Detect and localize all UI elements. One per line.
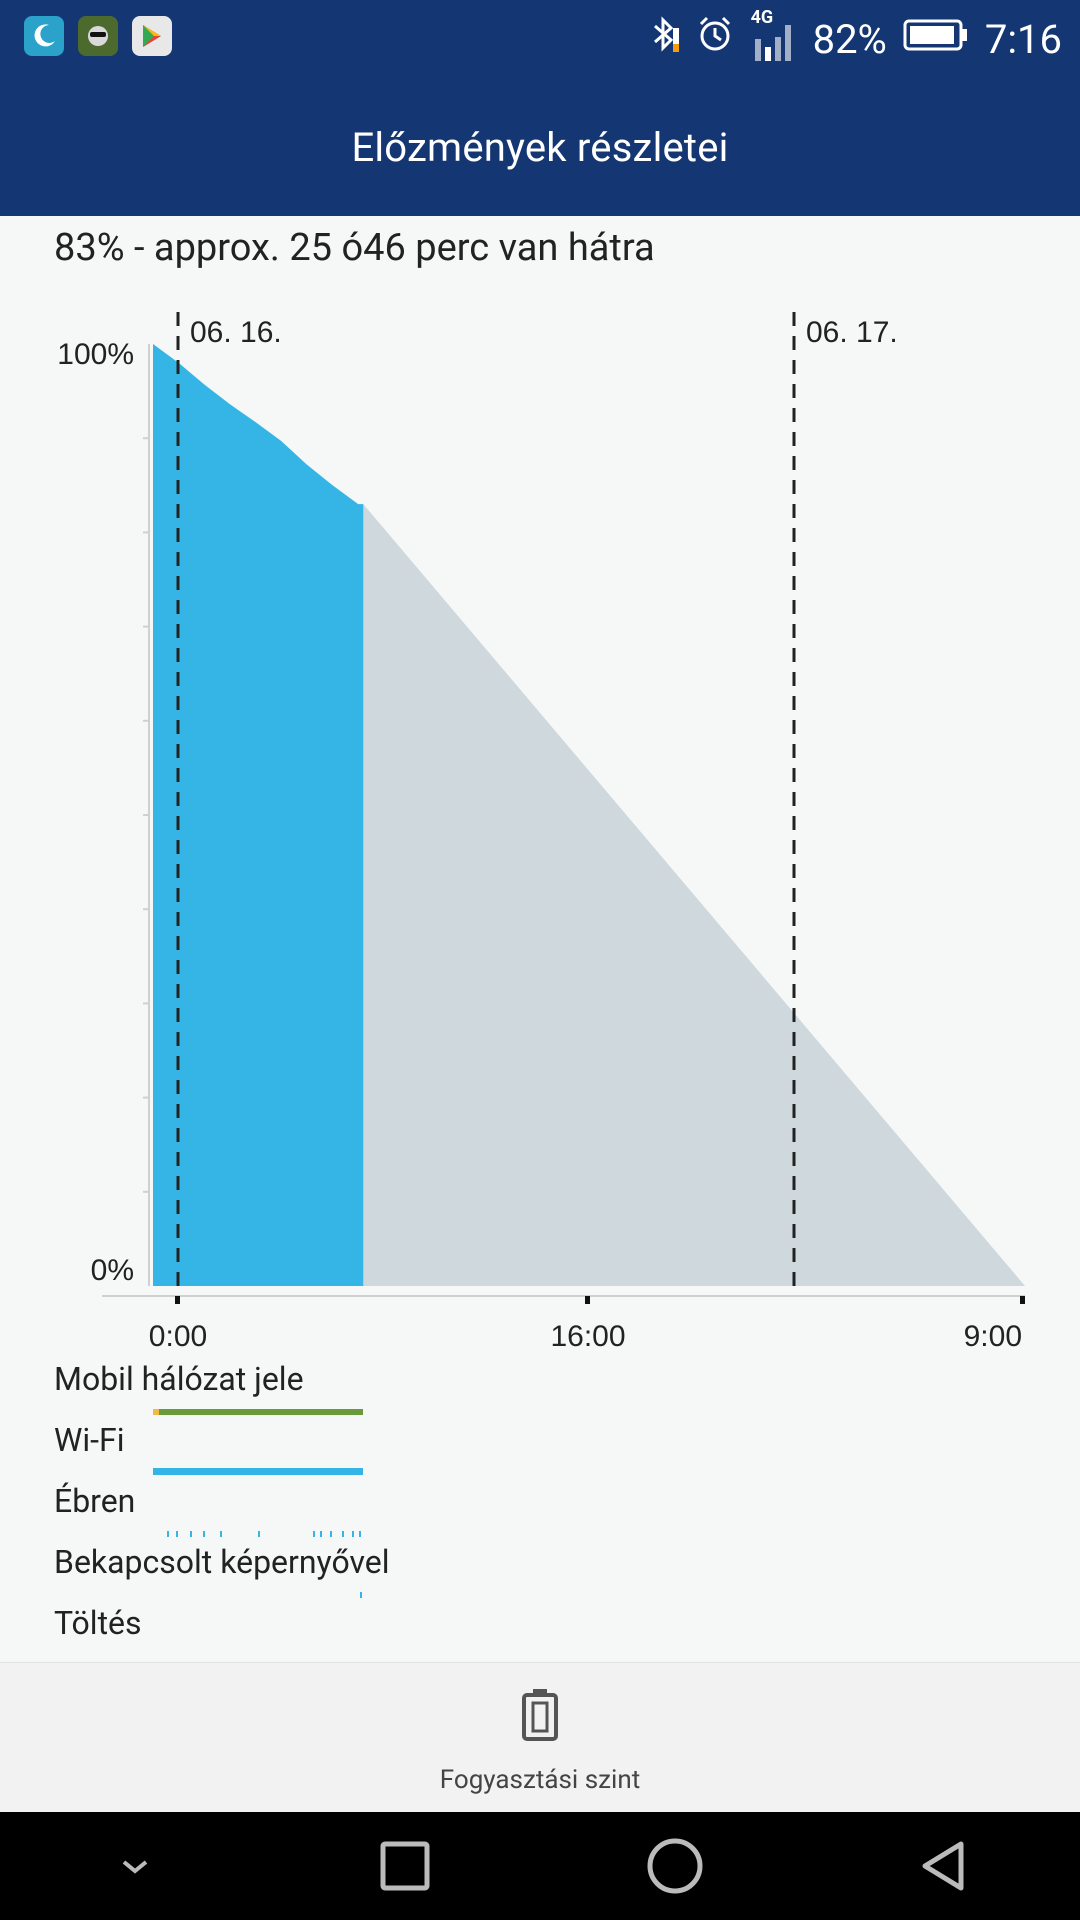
chart-x-tick: [585, 1296, 590, 1304]
chart-x-tick: [1020, 1296, 1025, 1304]
legend-row-screen-on: Bekapcsolt képernyővel: [54, 1543, 390, 1581]
battery-percent: 82%: [812, 15, 887, 63]
consumption-level-button[interactable]: Fogyasztási szint: [0, 1687, 1080, 1795]
chart-x-tick-label: 9:00: [964, 1320, 1022, 1353]
chart-series-predicted: [363, 504, 1025, 1286]
battery-history-chart: 0:00 16:00 9:00 100% 0% 06. 16. 06. 17.: [0, 280, 1080, 1360]
mobile-signal-bar: [159, 1409, 363, 1415]
nav-home-icon[interactable]: [615, 1812, 735, 1920]
chart-x-tick-label: 16:00: [550, 1320, 625, 1353]
awake-ticks: [167, 1531, 361, 1537]
legend-row-awake: Ébren: [54, 1482, 135, 1520]
wifi-bar: [153, 1468, 363, 1475]
status-right: 4G 82% 7:16: [649, 7, 1062, 70]
legend-label-charging: Töltés: [54, 1604, 142, 1642]
bluetooth-icon: [649, 14, 679, 64]
battery-summary: 83% - approx. 25 ó46 perc van hátra: [54, 226, 655, 270]
notification-icons: [24, 16, 172, 56]
signal-icon: 4G: [751, 7, 797, 65]
chart-series-measured: [153, 344, 364, 1286]
chart-x-tick: [175, 1296, 180, 1304]
legend-row-charging: Töltés: [54, 1604, 142, 1642]
nav-back-icon[interactable]: [885, 1812, 1005, 1920]
network-type: 4G: [750, 7, 774, 28]
chart-y-tick-label: 0%: [91, 1254, 134, 1287]
legend-label-mobile-signal: Mobil hálózat jele: [54, 1360, 304, 1398]
screen-on-tick: [360, 1592, 362, 1598]
battery-outline-icon: [520, 1687, 560, 1747]
consumption-level-label: Fogyasztási szint: [439, 1765, 641, 1795]
legend-row-wifi: Wi-Fi: [54, 1421, 124, 1459]
chart-svg: 0:00 16:00 9:00 100% 0% 06. 16. 06. 17.: [57, 312, 1025, 1353]
page-title: Előzmények részletei: [351, 123, 729, 171]
chart-date-marker-label: 06. 17.: [806, 316, 898, 349]
moon-app-icon: [24, 16, 64, 56]
chart-date-marker-label: 06. 16.: [190, 316, 282, 349]
legend-label-awake: Ébren: [54, 1482, 136, 1520]
legend-label-screen-on: Bekapcsolt képernyővel: [54, 1543, 390, 1581]
app-bar: Előzmények részletei: [0, 78, 1080, 216]
game-app-icon: [78, 16, 118, 56]
legend-row-mobile-signal: Mobil hálózat jele: [54, 1360, 304, 1398]
status-bar: 4G 82% 7:16: [0, 0, 1080, 78]
battery-icon: [903, 16, 969, 63]
nav-chevron-down-icon[interactable]: [75, 1812, 195, 1920]
mobile-signal-bar-start: [153, 1409, 159, 1415]
bottom-action-bar: Fogyasztási szint: [0, 1662, 1080, 1813]
legend-label-wifi: Wi-Fi: [54, 1421, 125, 1459]
legend-bars: [153, 1409, 363, 1598]
nav-recent-apps-icon[interactable]: [345, 1812, 465, 1920]
alarm-icon: [695, 14, 735, 64]
play-store-icon: [132, 16, 172, 56]
clock: 7:16: [984, 15, 1062, 63]
chart-y-tick-label: 100%: [57, 338, 134, 371]
chart-x-tick-label: 0:00: [149, 1320, 207, 1353]
navigation-bar: [0, 1812, 1080, 1920]
